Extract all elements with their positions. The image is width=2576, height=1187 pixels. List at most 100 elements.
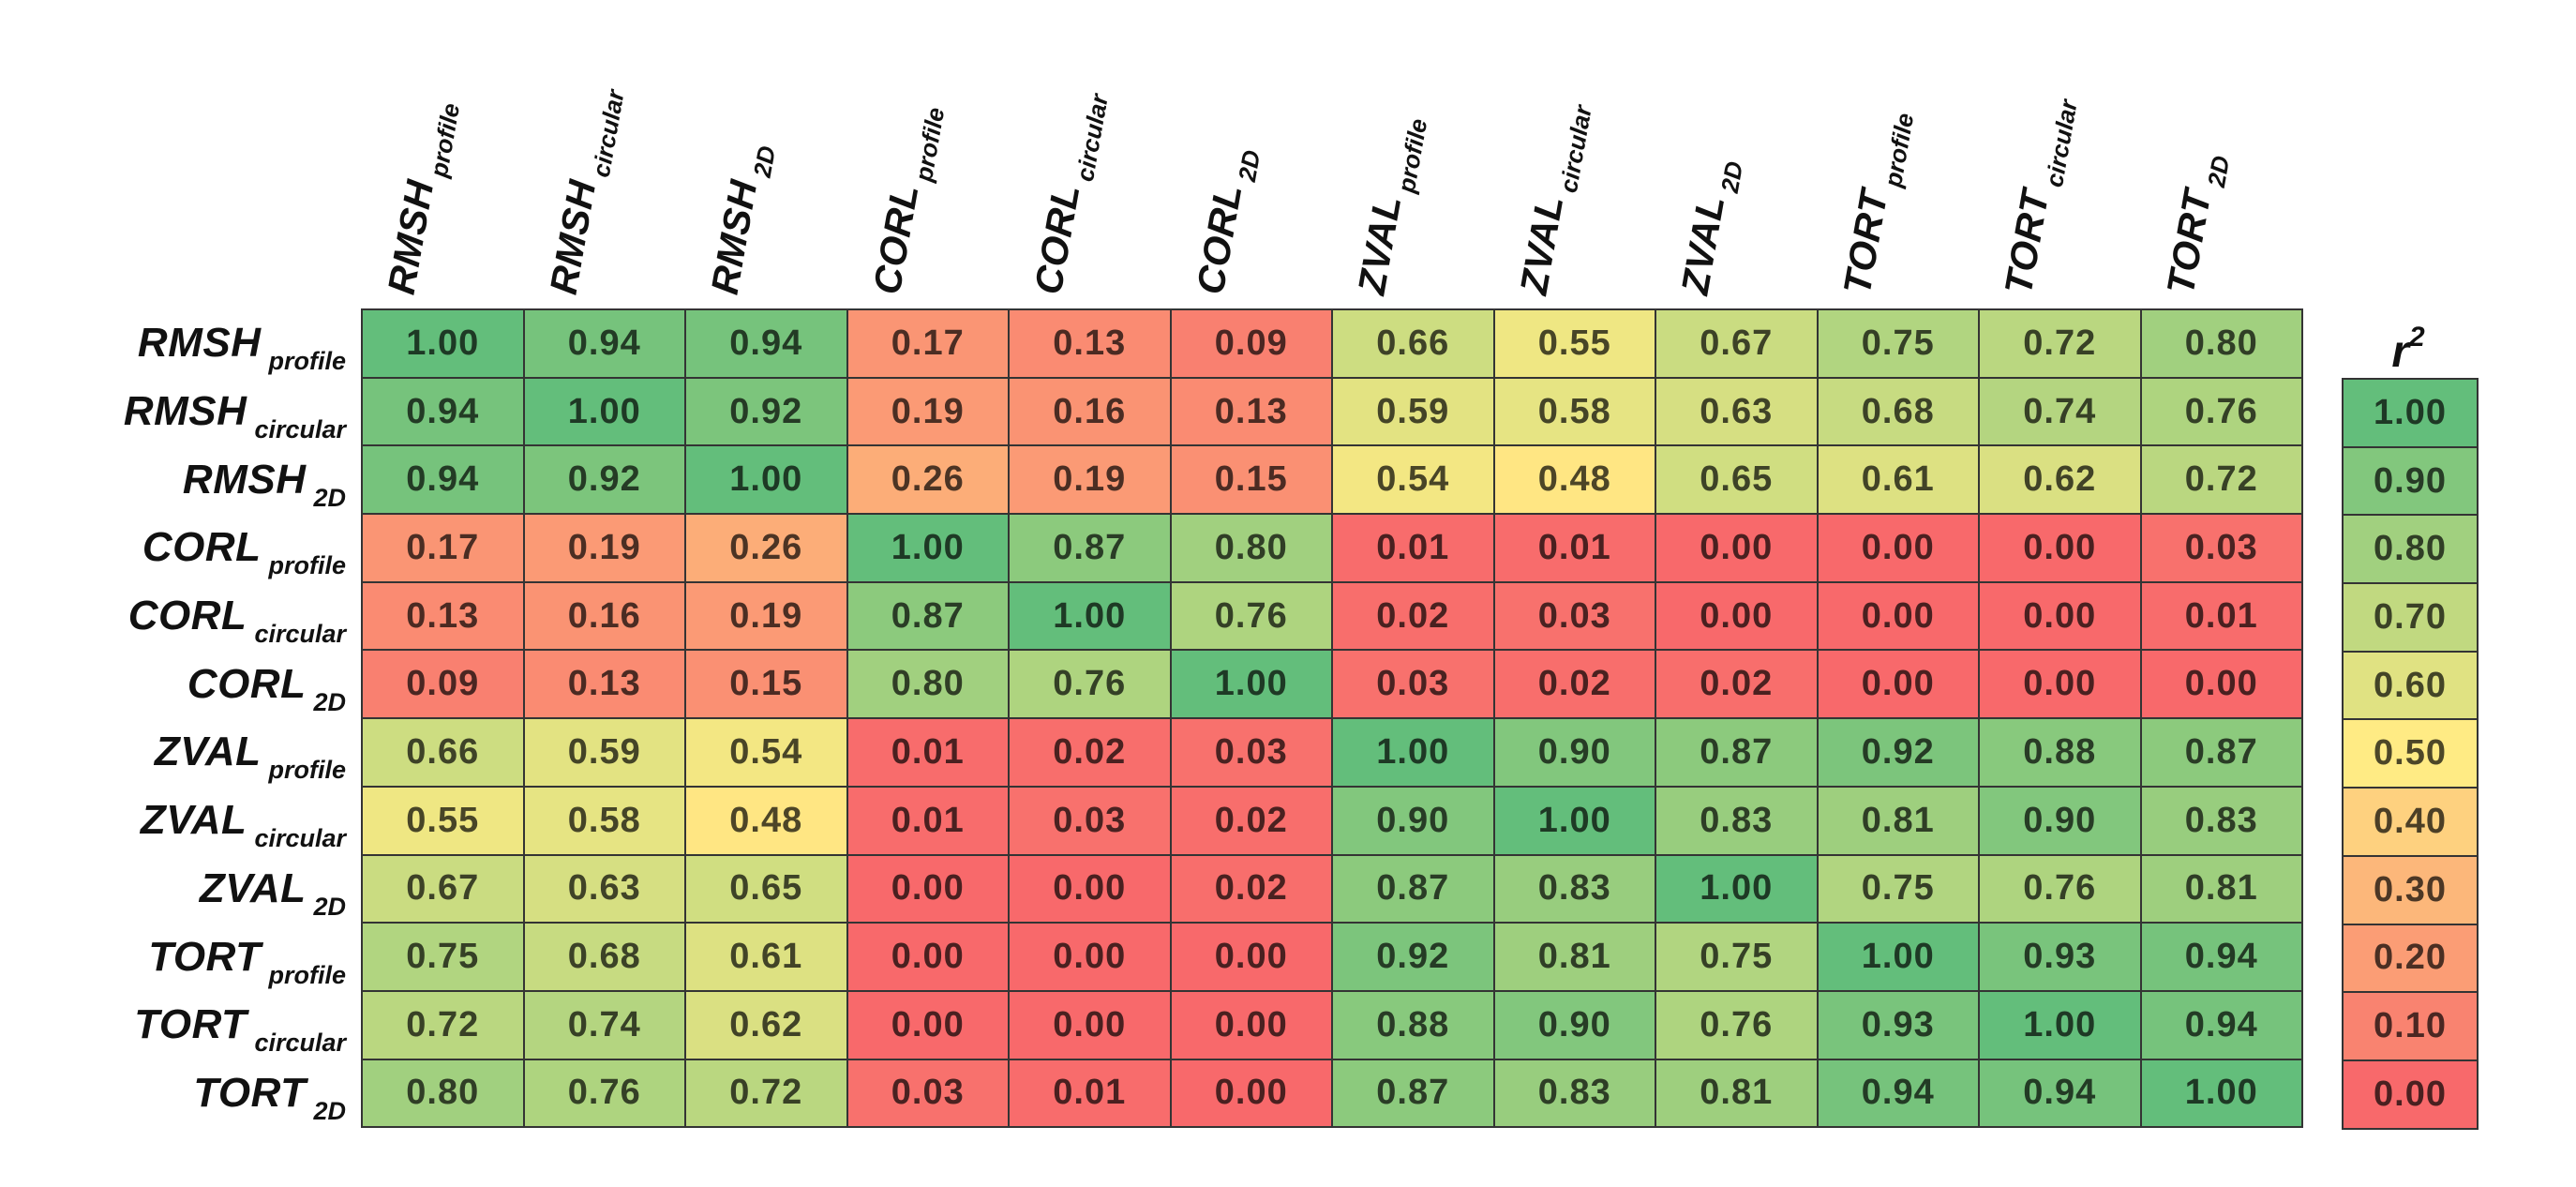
matrix-cell: 0.00 xyxy=(846,922,1010,992)
matrix-cell: 0.80 xyxy=(1169,513,1333,583)
matrix-cell: 0.66 xyxy=(1331,308,1495,379)
matrix-cell: 0.63 xyxy=(1655,376,1819,447)
row-label-subscript: 2D xyxy=(313,483,346,512)
row-label-main: RMSH xyxy=(123,388,247,435)
matrix-cell: 0.94 xyxy=(1816,1058,1980,1129)
row-label-subscript: profile xyxy=(268,551,346,580)
column-header-zval-profile: ZVALprofile xyxy=(1332,0,1494,309)
matrix-cell: 0.76 xyxy=(1169,580,1333,652)
col-label-main: ZVAL xyxy=(1672,191,1733,298)
row-label-main: ZVAL xyxy=(199,864,307,911)
matrix-cell: 0.67 xyxy=(361,853,525,924)
matrix-cell: 0.61 xyxy=(1816,444,1980,516)
col-label: TORT2D xyxy=(2158,150,2235,298)
matrix-cell: 1.00 xyxy=(1331,717,1495,788)
matrix-cell: 0.87 xyxy=(1008,513,1172,583)
row-label-subscript: profile xyxy=(268,756,346,785)
legend-cell: 0.00 xyxy=(2342,1059,2479,1130)
matrix-cell: 0.94 xyxy=(522,308,686,379)
row-label-subscript: profile xyxy=(268,347,346,376)
matrix-cell: 0.17 xyxy=(846,308,1010,379)
matrix-cell: 0.94 xyxy=(361,444,525,516)
matrix-cell: 0.83 xyxy=(1492,1058,1656,1129)
row-label-main: TORT xyxy=(134,1001,247,1048)
matrix-cell: 0.92 xyxy=(1816,717,1980,788)
matrix-cell: 0.00 xyxy=(1008,853,1172,924)
matrix-cell: 0.03 xyxy=(1492,580,1656,652)
matrix-cell: 0.01 xyxy=(2139,580,2303,652)
col-label-main: RMSH xyxy=(702,176,766,298)
matrix-cell: 0.00 xyxy=(1816,513,1980,583)
matrix-cell: 0.81 xyxy=(1492,922,1656,992)
matrix-cell: 0.63 xyxy=(522,853,686,924)
matrix-cell: 0.00 xyxy=(1169,989,1333,1060)
matrix-cell: 0.01 xyxy=(846,785,1010,856)
row-label-subscript: 2D xyxy=(313,687,346,716)
matrix-row: CORL profile 0.17 0.19 0.26 1.00 0.87 0.80 0.01 0… xyxy=(0,513,2303,583)
column-header-zval-2d: ZVAL2D xyxy=(1655,0,1818,309)
column-header-zval-circular: ZVALcircular xyxy=(1493,0,1655,309)
matrix-cell: 0.75 xyxy=(361,922,525,992)
matrix-cell: 0.19 xyxy=(522,513,686,583)
matrix-cell: 0.59 xyxy=(522,717,686,788)
legend-cell: 0.90 xyxy=(2342,445,2479,517)
col-label: CORL2D xyxy=(1188,144,1266,297)
matrix-cell: 0.03 xyxy=(846,1058,1010,1129)
matrix-cell: 0.87 xyxy=(2139,717,2303,788)
legend-cell: 1.00 xyxy=(2342,378,2479,448)
row-label-tort-circular: TORT circular xyxy=(0,990,362,1059)
matrix-cell: 0.26 xyxy=(846,444,1010,516)
matrix-row: ZVAL profile 0.66 0.59 0.54 0.01 0.02 0.03 1.00 0… xyxy=(0,717,2303,788)
matrix-cell: 0.62 xyxy=(684,989,848,1060)
matrix-cell: 0.76 xyxy=(1978,853,2142,924)
col-label-subscript: profile xyxy=(425,100,466,180)
col-label-main: ZVAL xyxy=(1349,191,1410,298)
matrix-cell: 0.09 xyxy=(1169,308,1333,379)
matrix-cell: 0.90 xyxy=(1492,717,1656,788)
col-label-main: TORT xyxy=(1835,186,1896,298)
matrix-cell: 0.09 xyxy=(361,649,525,720)
matrix-cell: 0.00 xyxy=(1816,649,1980,720)
matrix-cell: 0.80 xyxy=(2139,308,2303,379)
matrix-row: CORL circular 0.13 0.16 0.19 0.87 1.00 0.76 0.02… xyxy=(0,580,2303,652)
matrix-cell: 0.62 xyxy=(1978,444,2142,516)
matrix-cell: 0.66 xyxy=(361,717,525,788)
col-label-subscript: profile xyxy=(1878,111,1920,189)
col-label-main: ZVAL xyxy=(1511,191,1572,298)
matrix-cell: 0.54 xyxy=(684,717,848,788)
column-header-corl-2d: CORL2D xyxy=(1170,0,1332,309)
row-label-tort-profile: TORT profile xyxy=(0,923,362,991)
matrix-cell: 1.00 xyxy=(2139,1058,2303,1129)
matrix-cell: 0.90 xyxy=(1978,785,2142,856)
col-label-main: CORL xyxy=(1026,180,1088,298)
col-label-subscript: circular xyxy=(2040,98,2084,189)
legend-colorbar: 1.00 0.90 0.80 0.70 0.60 0.50 0.40 0.30 0.20 0.10… xyxy=(2342,378,2479,1130)
matrix-cell: 0.92 xyxy=(1331,922,1495,992)
matrix-cell: 0.76 xyxy=(1008,649,1172,720)
legend-cell: 0.60 xyxy=(2342,650,2479,721)
matrix-cell: 1.00 xyxy=(1816,922,1980,992)
matrix-cell: 0.61 xyxy=(684,922,848,992)
matrix-cell: 0.90 xyxy=(1331,785,1495,856)
matrix-cell: 0.58 xyxy=(522,785,686,856)
col-label-subscript: circular xyxy=(586,87,630,180)
matrix-cell: 0.15 xyxy=(1169,444,1333,516)
legend-cell: 0.10 xyxy=(2342,991,2479,1061)
row-label-zval-profile: ZVAL profile xyxy=(0,718,362,787)
matrix-cell: 0.92 xyxy=(522,444,686,516)
matrix-cell: 0.76 xyxy=(2139,376,2303,447)
matrix-cell: 0.68 xyxy=(1816,376,1980,447)
legend-title-base: r xyxy=(2391,327,2409,377)
matrix-cell: 0.72 xyxy=(1978,308,2142,379)
matrix-row: ZVAL circular 0.55 0.58 0.48 0.01 0.03 0.02 0.90… xyxy=(0,785,2303,856)
column-header-corl-circular: CORLcircular xyxy=(1009,0,1171,309)
matrix-cell: 0.01 xyxy=(1008,1058,1172,1129)
matrix-cell: 0.67 xyxy=(1655,308,1819,379)
col-label-subscript: 2D xyxy=(748,143,782,180)
matrix-cell: 0.15 xyxy=(684,649,848,720)
col-label-subscript: profile xyxy=(908,105,951,184)
row-label-main: RMSH xyxy=(182,456,307,503)
col-label: CORLprofile xyxy=(864,101,950,297)
matrix-table: RMSHprofile RMSHcircular RMSH2D CORLprofile… xyxy=(0,0,2303,1129)
